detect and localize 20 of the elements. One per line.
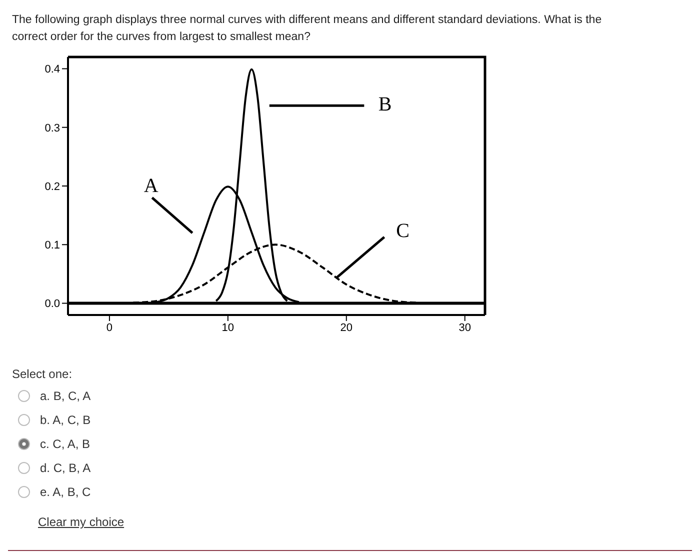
text: C xyxy=(396,220,410,242)
y-tick-label: 0.3 xyxy=(44,122,60,134)
text: b. A, C, B xyxy=(40,413,91,427)
text: A xyxy=(144,174,159,197)
y-tick-label: 0.2 xyxy=(44,180,60,193)
text: d. C, B, A xyxy=(40,461,91,475)
text: c. C, A, B xyxy=(40,437,90,451)
text: a. B, C, A xyxy=(40,389,91,403)
x-tick-label: 0 xyxy=(106,322,113,334)
text: Clear my choice xyxy=(38,515,124,529)
x-tick-label: 20 xyxy=(340,322,353,334)
chart-title: The following graph displays three normal curves with different means and different standard deviations. What is the correct order for the curves from largest to smallest mean? xyxy=(12,13,603,45)
text: Select one: xyxy=(12,367,72,381)
y-tick-label: 0.4 xyxy=(44,64,60,76)
legend-label: B xyxy=(378,93,392,116)
text: e. A, B, C xyxy=(40,485,91,499)
x-tick-label: 30 xyxy=(458,322,471,334)
x-tick-label: 10 xyxy=(222,322,234,334)
y-tick-label: 0.0 xyxy=(44,298,60,310)
y-tick-label: 0.1 xyxy=(44,240,60,252)
